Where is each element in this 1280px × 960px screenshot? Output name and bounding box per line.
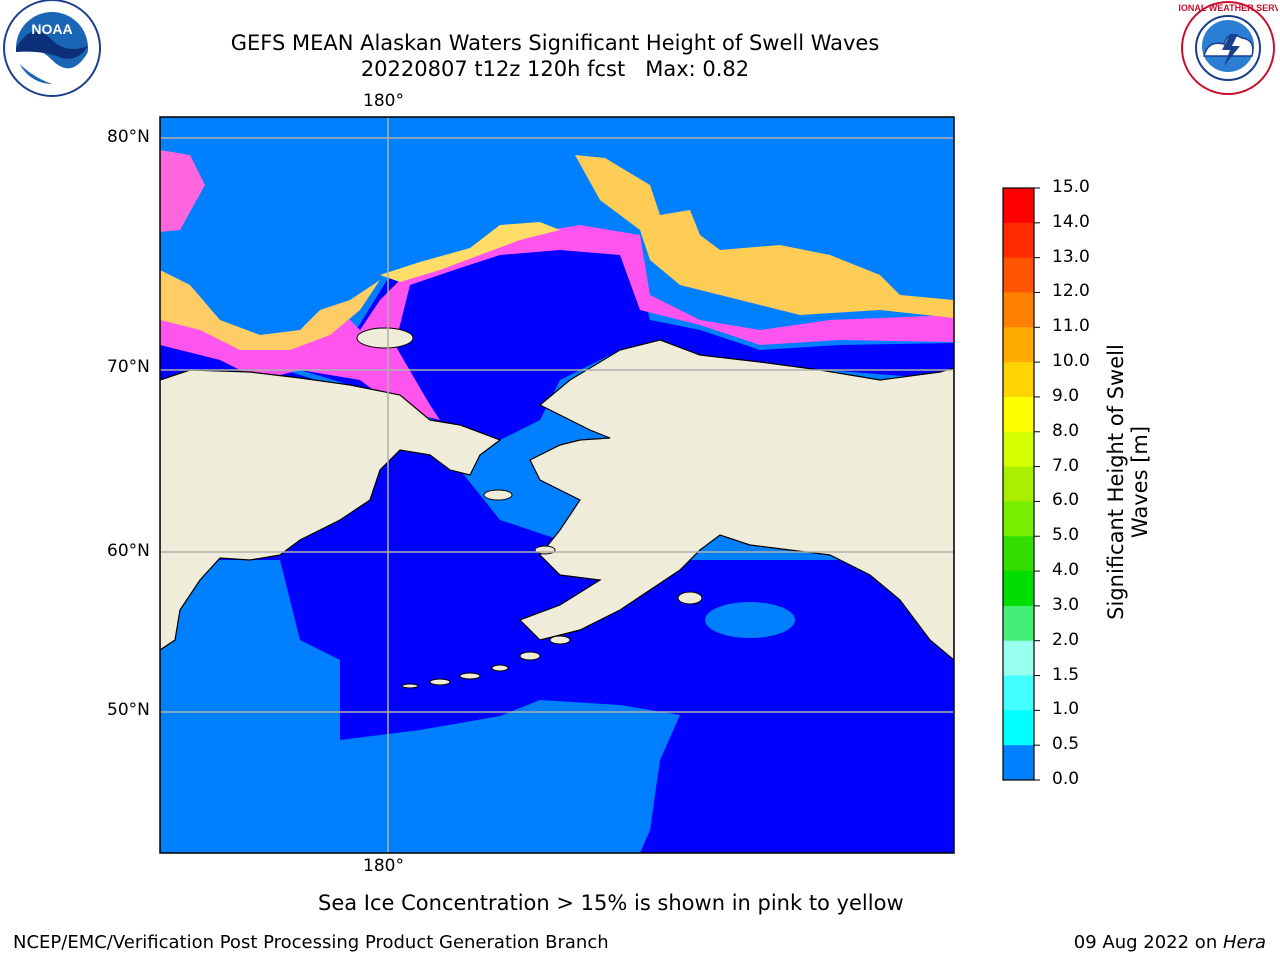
footer-date-text: 09 Aug 2022 on — [1073, 932, 1223, 953]
sea-ice-yellow — [380, 222, 560, 282]
lat-label-60: 60°N — [107, 541, 150, 561]
footer-date: 09 Aug 2022 on Hera — [1074, 932, 1266, 953]
footer-branch: NCEP/EMC/Verification Post Processing Pr… — [13, 932, 609, 953]
colorbar-tick-label: 4.0 — [1052, 560, 1080, 581]
noaa-logo-text: NOAA — [31, 21, 72, 37]
colorbar-segment — [1003, 327, 1034, 363]
colorbar-tick-label: 13.0 — [1052, 246, 1090, 267]
colorbar-tick-label: 9.0 — [1052, 385, 1080, 406]
chart-title-line1: GEFS MEAN Alaskan Waters Significant Hei… — [230, 31, 880, 55]
colorbar-tick-label: 8.0 — [1052, 420, 1080, 441]
colorbar-tick-label: 14.0 — [1052, 211, 1090, 232]
aleutian-islands — [401, 489, 703, 689]
colorbar-segment — [1003, 292, 1034, 328]
land-alaska — [518, 339, 954, 661]
colorbar-segment — [1003, 188, 1034, 224]
colorbar-tick-label: 1.0 — [1052, 699, 1080, 720]
colorbar-tick-label: 12.0 — [1052, 281, 1090, 302]
colorbar-tick-label: 3.0 — [1052, 594, 1080, 615]
colorbar-tick-label: 1.5 — [1052, 664, 1080, 685]
colorbar-segment — [1003, 571, 1034, 607]
sea-ice-note: Sea Ice Concentration > 15% is shown in … — [318, 891, 904, 915]
map-frame — [159, 116, 955, 854]
colorbar-tick-label: 15.0 — [1052, 177, 1090, 197]
nws-logo-icon: NATIONAL WEATHER SERVICE — [1178, 1, 1278, 95]
colorbar-tick-label: 0.0 — [1052, 769, 1080, 789]
colorbar-segment — [1003, 431, 1034, 468]
colorbar-frame — [1002, 187, 1035, 781]
colorbar-segment — [1003, 640, 1034, 677]
colorbar-segment — [1003, 501, 1034, 537]
lat-label-80: 80°N — [107, 127, 150, 147]
swell-patch — [705, 602, 795, 638]
gridlines — [160, 117, 954, 853]
colorbar-segment — [1003, 222, 1034, 259]
colorbar-segment — [1003, 362, 1034, 398]
colorbar-segment — [1003, 745, 1034, 781]
colorbar-tick-label: 10.0 — [1052, 351, 1090, 372]
chart-title-line2: 20220807 t12z 120h fcst Max: 0.82 — [360, 57, 750, 81]
ocean-arctic-swell — [160, 240, 954, 440]
wrangel-island — [356, 327, 414, 349]
lat-label-50: 50°N — [107, 700, 150, 720]
land-siberia — [160, 369, 502, 651]
lon-label-top: 180° — [363, 91, 404, 111]
colorbar — [1003, 187, 1040, 781]
lon-label-bottom: 180° — [363, 856, 404, 876]
lat-label-70: 70°N — [107, 357, 150, 377]
sea-ice-yellow — [160, 270, 380, 350]
colorbar-segment — [1003, 605, 1034, 642]
swell-patch — [170, 590, 290, 670]
map-plot-area — [160, 117, 954, 853]
colorbar-segment — [1003, 710, 1034, 746]
colorbar-tick-label: 0.5 — [1052, 734, 1080, 755]
sea-ice-pink — [160, 225, 954, 420]
sea-ice-pink — [160, 150, 205, 232]
colorbar-tick-label: 6.0 — [1052, 490, 1080, 511]
colorbar-tick-label: 2.0 — [1052, 629, 1080, 650]
colorbar-segment — [1003, 466, 1034, 502]
footer-host: Hera — [1222, 932, 1266, 953]
colorbar-tick-label: 5.0 — [1052, 525, 1080, 546]
colorbar-tick-label: 11.0 — [1052, 316, 1090, 337]
colorbar-segment — [1003, 396, 1034, 433]
noaa-logo-icon: NOAA — [3, 0, 101, 97]
sea-ice-yellow — [575, 155, 954, 318]
nws-logo-text: NATIONAL WEATHER SERVICE — [1178, 3, 1278, 13]
colorbar-segment — [1003, 536, 1034, 572]
colorbar-segment — [1003, 675, 1034, 711]
colorbar-tick-label: 7.0 — [1052, 455, 1080, 476]
colorbar-segment — [1003, 257, 1034, 293]
colorbar-label: Significant Height of Swell Waves [m] — [1104, 344, 1152, 620]
